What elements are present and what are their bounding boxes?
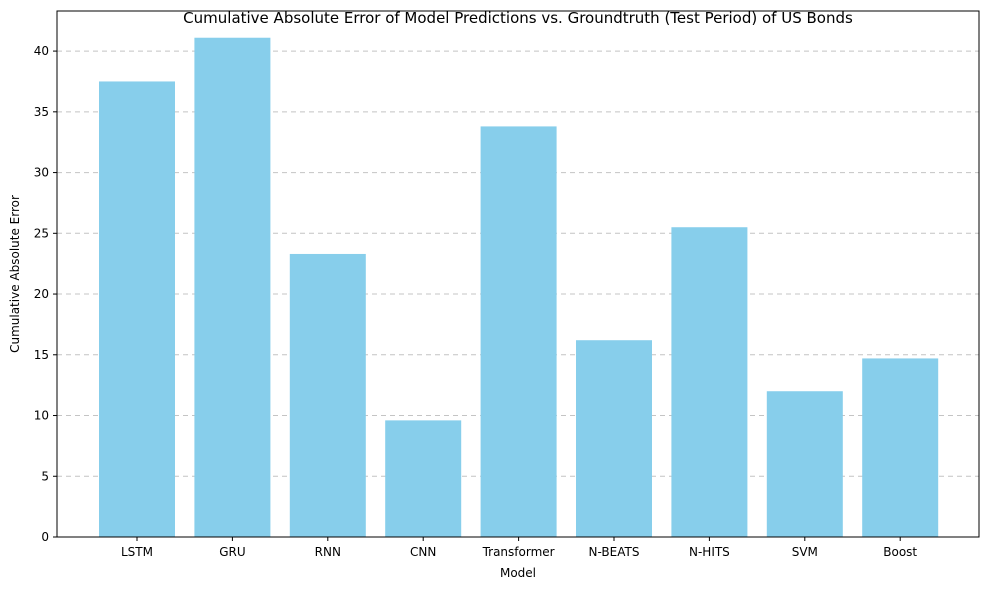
y-tick-label: 30 — [34, 166, 49, 180]
bar-lstm — [99, 81, 175, 537]
y-tick-label: 15 — [34, 348, 49, 362]
y-axis-ticks: 0 5 10 15 20 25 30 35 40 — [34, 44, 57, 544]
x-tick-label: CNN — [410, 545, 436, 559]
bar-svm — [766, 391, 843, 537]
x-tick-label: GRU — [219, 545, 245, 559]
bar-gru — [194, 37, 271, 538]
bar-transformer — [480, 126, 557, 537]
bar-boost — [862, 358, 939, 537]
x-tick-label: N-HITS — [689, 545, 730, 559]
x-tick-label: LSTM — [121, 545, 153, 559]
bar-rnn — [289, 253, 366, 537]
plot-frame — [56, 10, 980, 538]
y-tick-label: 20 — [34, 287, 49, 301]
x-tick-label: RNN — [315, 545, 341, 559]
bar-n-hits — [671, 227, 748, 537]
x-tick-label: Transformer — [482, 545, 555, 559]
y-tick-label: 35 — [34, 105, 49, 119]
y-tick-label: 10 — [34, 409, 49, 423]
y-axis-label: Cumulative Absolute Error — [8, 195, 22, 353]
y-tick-label: 5 — [41, 469, 49, 483]
bar-n-beats — [576, 340, 652, 537]
chart-title: Cumulative Absolute Error of Model Predi… — [183, 9, 853, 27]
bars — [99, 37, 939, 538]
bar-cnn — [385, 420, 462, 537]
x-tick-label: N-BEATS — [589, 545, 640, 559]
x-tick-label: SVM — [792, 545, 818, 559]
y-tick-label: 25 — [34, 226, 49, 240]
x-tick-label: Boost — [883, 545, 917, 559]
y-tick-label: 0 — [41, 530, 49, 544]
y-tick-label: 40 — [34, 44, 49, 58]
x-axis-label: Model — [500, 566, 536, 580]
x-axis-ticks: LSTM GRU RNN CNN Transformer N-BEATS N-HITS SVM… — [121, 537, 917, 559]
